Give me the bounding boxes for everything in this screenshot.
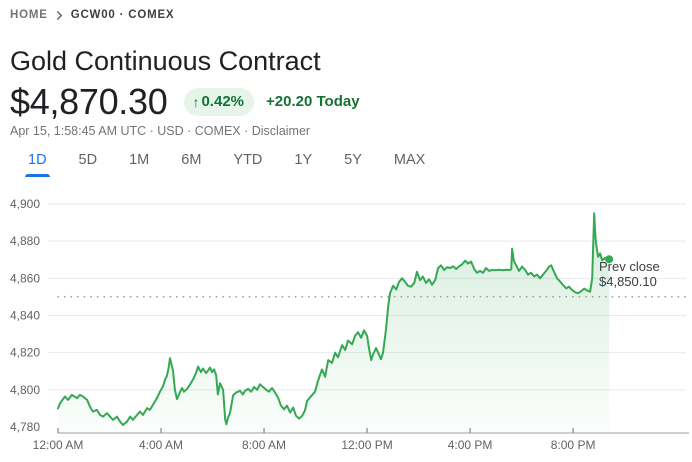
up-arrow-icon: ↑ — [192, 94, 200, 110]
series-line — [57, 212, 611, 426]
series-area-fill — [58, 213, 610, 433]
y-axis-label: 4,780 — [10, 420, 40, 434]
tab-6m[interactable]: 6M — [181, 152, 202, 168]
current-price: $4,870.30 — [10, 81, 168, 122]
change-percent-value: 0.42% — [201, 93, 245, 110]
x-axis-label: 8:00 AM — [242, 438, 286, 452]
price-chart[interactable]: 4,780 4,800 4,820 4,840 4,860 4,880 4,900 12:00… — [0, 190, 692, 462]
tab-5y[interactable]: 5Y — [344, 152, 362, 168]
y-axis-label: 4,860 — [10, 271, 40, 285]
tab-1m[interactable]: 1M — [129, 152, 150, 168]
breadcrumb: HOME GCW00 · COMEX — [10, 8, 174, 22]
tab-ytd[interactable]: YTD — [233, 152, 263, 168]
chevron-right-icon — [55, 10, 64, 20]
y-axis-label: 4,900 — [10, 197, 40, 211]
prev-close-label: Prev close — [599, 259, 660, 274]
quote-info-line: Apr 15, 1:58:45 AM UTC · USD · COMEX · D… — [10, 124, 310, 139]
quote-timestamp: Apr 15, 1:58:45 AM UTC · USD · COMEX · — [10, 124, 249, 138]
tab-max[interactable]: MAX — [393, 152, 426, 168]
tab-5d[interactable]: 5D — [78, 152, 98, 168]
breadcrumb-symbol[interactable]: GCW00 · COMEX — [70, 9, 175, 21]
page-title: Gold Continuous Contract — [10, 46, 321, 77]
time-range-tabs: 1D 5D 1M 6M YTD 1Y 5Y MAX — [25, 152, 426, 177]
x-axis-label: 4:00 PM — [448, 438, 493, 452]
prev-close-value: $4,850.10 — [599, 274, 657, 289]
x-axis-label: 12:00 AM — [33, 438, 84, 452]
y-axis-label: 4,840 — [10, 309, 40, 323]
tab-1y[interactable]: 1Y — [294, 152, 313, 168]
x-axis-label: 12:00 PM — [341, 438, 392, 452]
y-axis-label: 4,820 — [10, 346, 40, 360]
quote-price-row: $4,870.30 ↑ 0.42% +20.20 Today — [10, 82, 360, 122]
tab-1d[interactable]: 1D — [25, 152, 50, 177]
breadcrumb-home-link[interactable]: HOME — [10, 9, 48, 21]
x-axis-label: 4:00 AM — [139, 438, 183, 452]
price-chart-svg[interactable]: 4,780 4,800 4,820 4,840 4,860 4,880 4,900 12:00… — [0, 190, 692, 462]
y-axis-label: 4,800 — [10, 383, 40, 397]
last-price-dot — [605, 255, 614, 264]
change-today: +20.20 Today — [266, 93, 360, 110]
x-axis: 12:00 AM 4:00 AM 8:00 AM 12:00 PM 4:00 PM 8:0… — [33, 428, 689, 452]
x-axis-label: 8:00 PM — [551, 438, 596, 452]
prev-close-annotation: Prev close $4,850.10 — [599, 259, 660, 289]
y-axis-label: 4,880 — [10, 234, 40, 248]
change-percent-badge: ↑ 0.42% — [184, 88, 255, 116]
disclaimer-link[interactable]: Disclaimer — [251, 124, 311, 138]
